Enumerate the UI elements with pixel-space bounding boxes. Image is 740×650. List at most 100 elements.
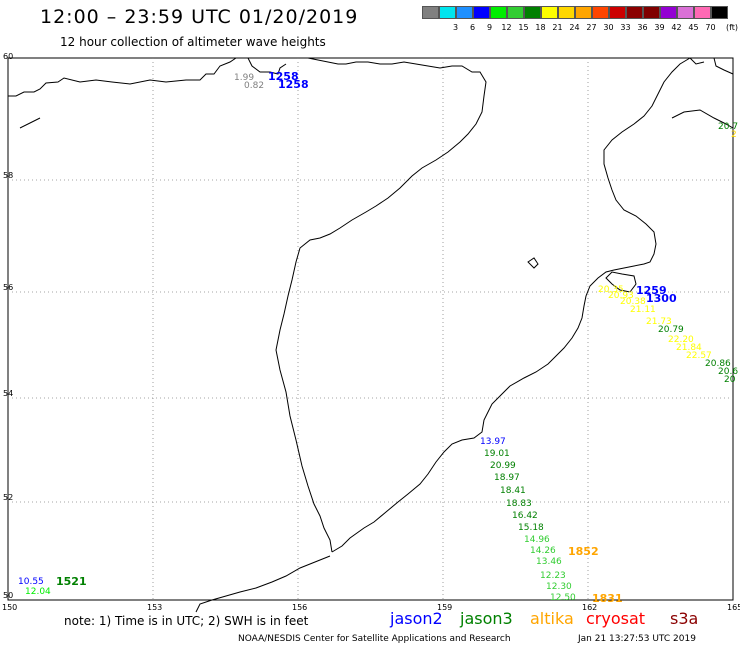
wave-height-reading: 22.20 [668, 335, 694, 345]
wave-height-reading: 20.35 [598, 285, 624, 295]
satellite-name: altika [530, 609, 574, 628]
observations-layer: 1.990.8220.7220.3520.9320.3821.1121.7320… [18, 73, 738, 603]
wave-height-reading: 12.30 [546, 582, 572, 592]
legend-swatch [711, 6, 728, 19]
satellite-name: s3a [670, 609, 699, 628]
wave-height-reading: 13.97 [480, 437, 506, 447]
legend-label: 45 [688, 23, 699, 32]
legend-swatch [422, 6, 439, 19]
wave-height-reading: 20.7 [718, 122, 738, 132]
legend-swatch [490, 6, 507, 19]
wave-height-reading: 18.97 [494, 473, 520, 483]
wave-height-reading: 22.57 [686, 351, 712, 361]
axis-ticks: 60 58 56 54 52 50 150 153 156 159 162 165 [2, 52, 740, 612]
wave-height-reading: 18.41 [500, 486, 526, 496]
legend-label: 6 [469, 23, 476, 32]
legend-label: 12 [501, 23, 512, 32]
legend-swatch [507, 6, 524, 19]
wave-height-reading: 15.18 [518, 523, 544, 533]
legend-swatch [694, 6, 711, 19]
legend-swatch [439, 6, 456, 19]
pass-time-label: 1258 [278, 78, 309, 91]
pass-time-label: 1521 [56, 575, 87, 588]
map-frame [7, 57, 734, 601]
legend-swatch [609, 6, 626, 19]
wave-height-reading: 13.46 [536, 557, 562, 567]
pass-time-label: 1852 [568, 545, 599, 558]
latitude-label: 56 [3, 283, 13, 292]
wave-height-reading: 21.84 [676, 343, 702, 353]
legend-label: 27 [586, 23, 597, 32]
latitude-label: 50 [3, 591, 13, 600]
legend-label: 36 [637, 23, 648, 32]
legend-label: 33 [620, 23, 631, 32]
wave-height-reading: 12.23 [540, 571, 566, 581]
wave-height-reading: 20.93 [608, 291, 634, 301]
wave-height-reading: 20.79 [658, 325, 684, 335]
wave-height-reading: 20.6 [718, 367, 738, 377]
latitude-label: 52 [3, 493, 13, 502]
wave-height-reading: 21.73 [646, 317, 672, 327]
wave-height-reading: 2 [731, 130, 737, 140]
longitude-label: 159 [437, 603, 452, 612]
legend-label: 15 [518, 23, 529, 32]
color-legend: 3 6 9 12 15 18 21 24 27 30 33 36 39 42 45 70 (ft) [422, 6, 738, 34]
wave-height-reading: 21.11 [630, 305, 656, 315]
pass-time-label: 1831 [592, 592, 623, 605]
legend-swatch [660, 6, 677, 19]
page-subtitle: 12 hour collection of altimeter wave hei… [60, 35, 326, 49]
legend-label: 24 [569, 23, 580, 32]
wave-height-reading: 19.01 [484, 449, 510, 459]
legend-swatch [677, 6, 694, 19]
legend-swatch [626, 6, 643, 19]
wave-height-reading: 20 [724, 375, 736, 385]
legend-swatch [473, 6, 490, 19]
legend-label: 42 [671, 23, 682, 32]
legend-swatch [592, 6, 609, 19]
coastline [8, 57, 734, 613]
longitude-label: 156 [292, 603, 307, 612]
satellite-name: jason3 [460, 609, 513, 628]
wave-height-reading: 16.42 [512, 511, 538, 521]
credit-line: NOAA/NESDIS Center for Satellite Applica… [238, 634, 511, 644]
wave-height-reading: 1.99 [234, 73, 254, 83]
generated-timestamp: Jan 21 13:27:53 UTC 2019 [578, 634, 696, 644]
pass-time-label: 1300 [646, 292, 677, 305]
footer-note: note: 1) Time is in UTC; 2) SWH is in fe… [64, 614, 309, 628]
legend-label: 18 [535, 23, 546, 32]
page-title: 12:00 – 23:59 UTC 01/20/2019 [40, 6, 359, 28]
legend-swatch [643, 6, 660, 19]
longitude-label: 153 [147, 603, 162, 612]
wave-height-reading: 14.26 [530, 546, 556, 556]
longitude-label: 162 [582, 603, 597, 612]
satellite-name: jason2 [390, 609, 443, 628]
wave-height-reading: 20.38 [620, 297, 646, 307]
wave-height-reading: 10.55 [18, 577, 44, 587]
legend-unit: (ft) [726, 23, 739, 32]
wave-height-reading: 20.86 [705, 359, 731, 369]
legend-label: 21 [552, 23, 563, 32]
legend-swatch [541, 6, 558, 19]
legend-swatch [524, 6, 541, 19]
graticule [8, 58, 733, 600]
pass-time-label: 1259 [636, 284, 667, 297]
longitude-label: 165 [727, 603, 740, 612]
satellite-name: cryosat [586, 609, 646, 628]
pass-time-label: 1258 [268, 70, 299, 83]
wave-height-reading: 0.82 [244, 81, 264, 91]
longitude-label: 150 [2, 603, 17, 612]
legend-label: 9 [486, 23, 493, 32]
latitude-label: 58 [3, 171, 13, 180]
legend-swatch [456, 6, 473, 19]
wave-height-reading: 18.83 [506, 499, 532, 509]
latitude-label: 54 [3, 389, 13, 398]
wave-height-reading: 12.04 [25, 587, 51, 597]
wave-height-reading: 12.50 [550, 593, 576, 603]
legend-swatch [558, 6, 575, 19]
legend-label: 3 [452, 23, 459, 32]
legend-label: 30 [603, 23, 614, 32]
wave-height-reading: 20.99 [490, 461, 516, 471]
legend-label: 70 [705, 23, 716, 32]
